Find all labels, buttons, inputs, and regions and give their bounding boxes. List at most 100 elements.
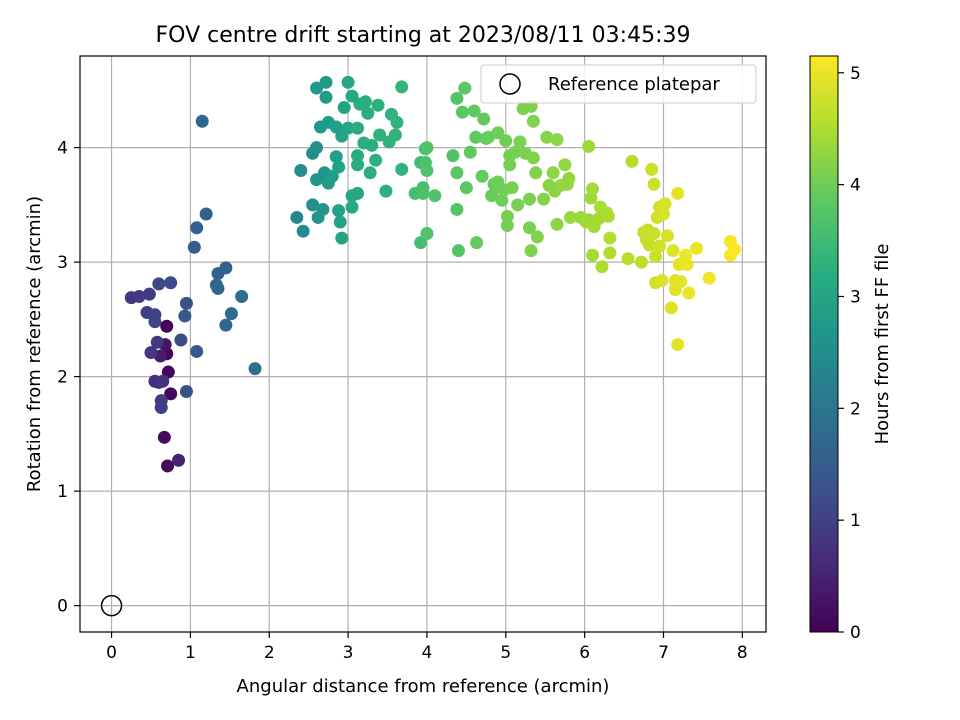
data-point <box>310 81 324 95</box>
data-point <box>621 252 635 266</box>
data-point <box>164 387 178 401</box>
data-point <box>495 193 509 207</box>
data-point <box>513 135 527 149</box>
data-point <box>450 91 464 105</box>
data-point <box>500 209 514 223</box>
data-point <box>563 210 577 224</box>
data-point <box>550 217 564 231</box>
data-point <box>595 260 609 274</box>
data-point <box>179 385 193 399</box>
colorbar-tick-label: 3 <box>850 287 861 307</box>
data-point <box>178 309 192 323</box>
data-point <box>156 374 170 388</box>
data-point <box>351 158 365 172</box>
data-point <box>500 218 514 232</box>
data-point <box>526 114 540 128</box>
data-point <box>390 115 404 129</box>
data-point <box>727 243 741 257</box>
x-tick-label: 2 <box>264 643 275 663</box>
data-point <box>653 239 667 253</box>
data-point <box>190 221 204 235</box>
data-point <box>522 221 536 235</box>
data-point <box>341 75 355 89</box>
data-point <box>524 244 538 258</box>
data-point <box>463 145 477 159</box>
data-point <box>195 114 209 128</box>
data-point <box>351 149 365 163</box>
data-point <box>499 134 513 148</box>
chart-title: FOV centre drift starting at 2023/08/11 … <box>156 23 691 48</box>
data-point <box>450 202 464 216</box>
data-point <box>345 89 359 103</box>
data-point <box>664 301 678 315</box>
x-tick-label: 3 <box>343 643 354 663</box>
data-point <box>477 112 491 126</box>
x-axis-ticks: 0 1 2 3 4 5 6 7 8 <box>106 632 748 663</box>
data-point <box>235 289 249 303</box>
data-point <box>363 166 377 180</box>
data-point <box>361 106 375 120</box>
data-point <box>341 121 355 135</box>
data-point <box>371 98 385 112</box>
y-tick-label: 1 <box>57 482 68 502</box>
data-point <box>154 401 168 415</box>
data-point <box>540 130 554 144</box>
plot-frame <box>79 55 767 633</box>
data-point <box>351 186 365 200</box>
data-point <box>388 128 402 142</box>
data-point <box>190 344 204 358</box>
data-point <box>582 139 596 153</box>
x-tick-label: 1 <box>185 643 196 663</box>
data-point <box>529 166 543 180</box>
data-point <box>671 338 685 352</box>
data-point <box>558 158 572 172</box>
legend-label: Reference platepar <box>548 74 720 95</box>
x-tick-label: 7 <box>658 643 669 663</box>
data-point <box>395 80 409 94</box>
data-point <box>601 209 615 223</box>
data-point <box>428 189 442 203</box>
data-point <box>174 333 188 347</box>
data-point <box>369 153 383 167</box>
data-point <box>642 238 656 252</box>
data-point <box>647 226 661 240</box>
data-point <box>211 281 225 295</box>
data-point <box>395 162 409 176</box>
data-point <box>658 197 672 211</box>
data-point <box>455 105 469 119</box>
data-point <box>420 226 434 240</box>
data-point <box>187 240 201 254</box>
data-point <box>526 151 540 165</box>
data-point <box>199 207 213 221</box>
data-point <box>332 204 346 218</box>
data-point <box>682 286 696 300</box>
y-tick-label: 3 <box>57 253 68 273</box>
data-point <box>649 249 663 263</box>
data-point <box>319 90 333 104</box>
data-point <box>157 430 171 444</box>
data-point <box>365 138 379 152</box>
legend: Reference platepar <box>480 64 757 104</box>
colorbar-gradient <box>809 55 839 633</box>
data-point <box>671 186 685 200</box>
data-point <box>546 166 560 180</box>
data-point <box>458 81 472 95</box>
data-point <box>645 162 659 176</box>
data-point <box>325 169 339 183</box>
data-point <box>179 296 193 310</box>
colorbar-label: Hours from first FF file <box>872 244 893 445</box>
data-point <box>491 126 505 140</box>
data-point <box>414 236 428 250</box>
x-tick-label: 8 <box>737 643 748 663</box>
y-axis-label: Rotation from reference (arcmin) <box>24 196 45 492</box>
y-tick-label: 0 <box>57 597 68 617</box>
data-point <box>219 261 233 275</box>
legend-box <box>480 64 757 104</box>
colorbar-tick-label: 5 <box>850 64 861 84</box>
data-point <box>420 141 434 155</box>
data-point <box>316 202 330 216</box>
data-point <box>634 255 648 269</box>
data-point <box>373 128 387 142</box>
y-tick-label: 4 <box>57 139 68 159</box>
